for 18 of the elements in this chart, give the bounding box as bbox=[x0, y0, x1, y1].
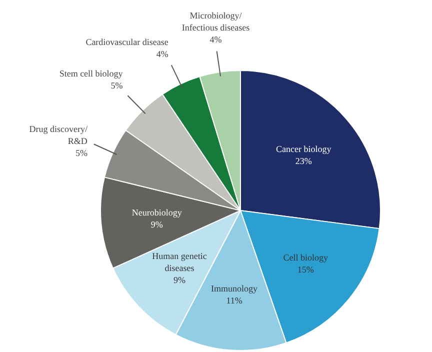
slice-label: Drug discovery/ R&D bbox=[29, 124, 88, 146]
slice-label: Human genetic diseases bbox=[152, 251, 207, 274]
data-label: 11% bbox=[226, 295, 243, 306]
slice-label: Stem cell biology bbox=[59, 68, 124, 79]
data-label: 5% bbox=[75, 148, 88, 158]
slice-label: Cancer biology bbox=[276, 144, 332, 154]
data-label: 23% bbox=[295, 156, 312, 166]
data-label: 9% bbox=[150, 219, 164, 230]
data-label: 4% bbox=[156, 48, 169, 59]
slice-label: Cell biology bbox=[283, 252, 328, 263]
data-label: 15% bbox=[297, 264, 314, 275]
slice-label: Neurobiology bbox=[132, 207, 182, 218]
slice-label: Immunology bbox=[211, 283, 258, 294]
slice-label: Microbiology/ Infectious diseases bbox=[182, 10, 250, 32]
slice-label: Cardiovascular disease bbox=[86, 36, 168, 47]
data-label: 4% bbox=[210, 34, 222, 44]
data-label: 9% bbox=[173, 275, 186, 286]
data-label: 5% bbox=[110, 80, 124, 91]
